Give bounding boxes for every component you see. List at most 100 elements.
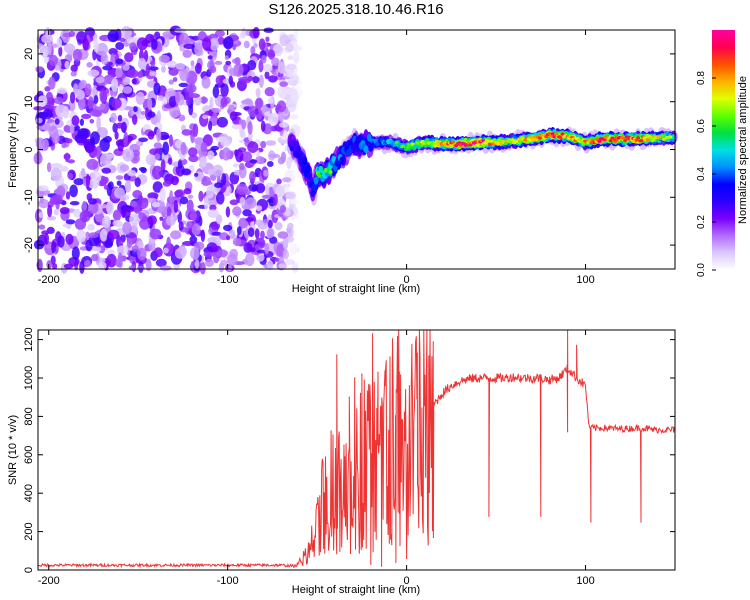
noise-blob [51, 240, 56, 254]
noise-blob [89, 109, 102, 117]
snr-spike-point [398, 371, 401, 373]
noise-blob [110, 78, 119, 92]
noise-blob [291, 262, 299, 273]
x-tick-label: 0 [404, 274, 410, 286]
noise-blob [69, 201, 80, 206]
y-tick-label: 200 [23, 522, 35, 540]
ridge-mark [339, 156, 345, 165]
noise-blob [274, 221, 283, 231]
noise-blob [140, 111, 146, 115]
y-tick-label: 20 [23, 48, 35, 60]
noise-blob [155, 258, 167, 267]
noise-blob [216, 116, 228, 128]
noise-blob [207, 209, 219, 219]
noise-blob [277, 61, 286, 74]
noise-blob [287, 222, 294, 230]
noise-blob [147, 97, 153, 111]
noise-blob [47, 42, 52, 55]
noise-blob [138, 137, 149, 143]
noise-blob [100, 53, 109, 65]
noise-blob [248, 132, 253, 142]
noise-blob [241, 119, 247, 130]
noise-blob [244, 253, 255, 267]
ridge-mark [621, 136, 626, 140]
noise-blob [50, 163, 63, 169]
noise-blob [286, 157, 292, 170]
noise-blob [107, 229, 120, 240]
noise-blob [122, 86, 133, 94]
noise-blob [182, 49, 192, 58]
noise-blob [81, 167, 86, 178]
noise-blob [207, 150, 215, 160]
noise-blob [64, 60, 70, 69]
snr-spike-point [343, 444, 345, 446]
noise-blob [129, 213, 141, 226]
noise-blob [208, 120, 213, 131]
spectrogram-xlabel: Height of straight line (km) [292, 283, 420, 295]
noise-blob [122, 207, 131, 219]
noise-blob [185, 70, 198, 85]
noise-blob [244, 197, 257, 209]
noise-blob [225, 60, 232, 66]
noise-blob [285, 43, 294, 52]
noise-blob [81, 113, 92, 119]
noise-blob [188, 85, 194, 99]
noise-blob [181, 168, 192, 175]
noise-blob [96, 42, 108, 56]
noise-blob [202, 114, 209, 120]
noise-blob [205, 258, 214, 267]
snr-spike-point [416, 352, 418, 354]
noise-blob [124, 180, 131, 193]
snr-spike-point [377, 371, 379, 373]
noise-blob [137, 71, 144, 78]
noise-blob [78, 81, 86, 91]
noise-blob [84, 83, 92, 96]
noise-blob [46, 215, 57, 221]
noise-blob [132, 114, 138, 125]
noise-blob [98, 204, 108, 209]
noise-blob [247, 141, 259, 153]
noise-blob [294, 117, 304, 123]
noise-blob [54, 96, 64, 105]
noise-blob [133, 205, 141, 214]
noise-blob [136, 37, 148, 51]
ridge-mark [405, 146, 410, 150]
noise-blob [75, 89, 85, 100]
noise-blob [82, 136, 88, 146]
snr-xlabel: Height of straight line (km) [292, 584, 420, 596]
spectrogram-x-ticks: -200 -100 0 100 [38, 30, 595, 286]
ridge-mark [537, 136, 542, 140]
noise-blob [135, 91, 145, 105]
snr-spike-point [567, 330, 569, 332]
noise-blob [183, 38, 195, 45]
noise-blob [179, 68, 189, 82]
noise-blob [260, 140, 267, 149]
noise-blob [91, 254, 99, 262]
noise-blob [245, 217, 255, 222]
noise-blob [84, 259, 91, 268]
noise-blob [112, 209, 122, 222]
noise-blob [36, 138, 46, 150]
snr-spike-point [348, 396, 350, 398]
noise-blob [114, 187, 125, 199]
noise-blob [132, 149, 141, 157]
ridge-mark [328, 169, 333, 175]
noise-blob [67, 172, 74, 180]
noise-blob [65, 138, 73, 144]
noise-blob [115, 58, 124, 65]
noise-blob [79, 210, 91, 223]
noise-blob [255, 97, 264, 110]
noise-blob [254, 108, 259, 115]
noise-blob [153, 142, 162, 149]
noise-blob [95, 76, 105, 84]
noise-blob [117, 139, 124, 152]
noise-blob [220, 97, 228, 108]
snr-x-ticks: -200 -100 0 100 [38, 330, 595, 587]
noise-blob [156, 128, 162, 142]
noise-blob [202, 37, 212, 51]
noise-blob [187, 194, 194, 199]
noise-blob [282, 249, 289, 260]
ridge-mark [645, 138, 650, 142]
ridge-mark [450, 140, 455, 144]
noise-blob [58, 46, 63, 57]
